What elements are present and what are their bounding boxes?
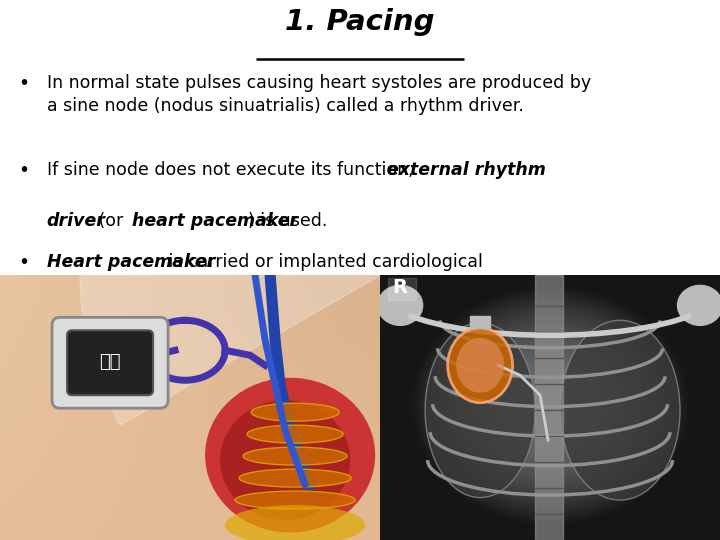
Text: of 0.8 –3 ms.: of 0.8 –3 ms.	[47, 406, 159, 424]
Text: 1. Pacing: 1. Pacing	[285, 8, 435, 36]
Ellipse shape	[251, 403, 339, 421]
Bar	[388, 279, 416, 300]
Text: (or: (or	[93, 212, 129, 230]
Text: R: R	[392, 279, 407, 298]
Ellipse shape	[205, 378, 375, 532]
Ellipse shape	[678, 285, 720, 325]
Text: pulses with repetition frequency of 1-1.2 Hz and pulse duration: pulses with repetition frequency of 1-1.…	[47, 355, 599, 373]
Text: ) is used.: ) is used.	[248, 212, 328, 230]
Ellipse shape	[456, 338, 504, 393]
Text: •: •	[18, 75, 29, 93]
Bar	[535, 275, 563, 540]
Ellipse shape	[243, 447, 347, 465]
Ellipse shape	[235, 491, 355, 509]
Text: external rhythm: external rhythm	[387, 161, 546, 179]
Ellipse shape	[225, 505, 365, 540]
Bar	[470, 316, 490, 328]
Text: is carried or implanted cardiological: is carried or implanted cardiological	[163, 253, 482, 272]
Text: driver: driver	[47, 212, 106, 230]
Text: •: •	[18, 253, 29, 272]
Ellipse shape	[247, 425, 343, 443]
FancyBboxPatch shape	[67, 330, 153, 395]
Text: If sine node does not execute its function,: If sine node does not execute its functi…	[47, 161, 419, 179]
Ellipse shape	[378, 285, 423, 325]
Ellipse shape	[220, 400, 350, 520]
Ellipse shape	[425, 323, 535, 497]
Text: Heart pacemaker: Heart pacemaker	[47, 253, 215, 272]
Wedge shape	[80, 126, 380, 425]
Ellipse shape	[239, 469, 351, 487]
Text: In normal state pulses causing heart systoles are produced by
a sine node (nodus: In normal state pulses causing heart sys…	[47, 75, 591, 115]
Ellipse shape	[448, 328, 513, 403]
Text: electrical stimulator.  Heart pacemaker generates electrical: electrical stimulator. Heart pacemaker g…	[47, 305, 568, 322]
Ellipse shape	[560, 320, 680, 500]
Text: heart pacemaker: heart pacemaker	[132, 212, 298, 230]
FancyBboxPatch shape	[52, 318, 168, 408]
Text: •: •	[18, 161, 29, 180]
Text: ⓇⓌ: ⓇⓌ	[99, 353, 121, 372]
